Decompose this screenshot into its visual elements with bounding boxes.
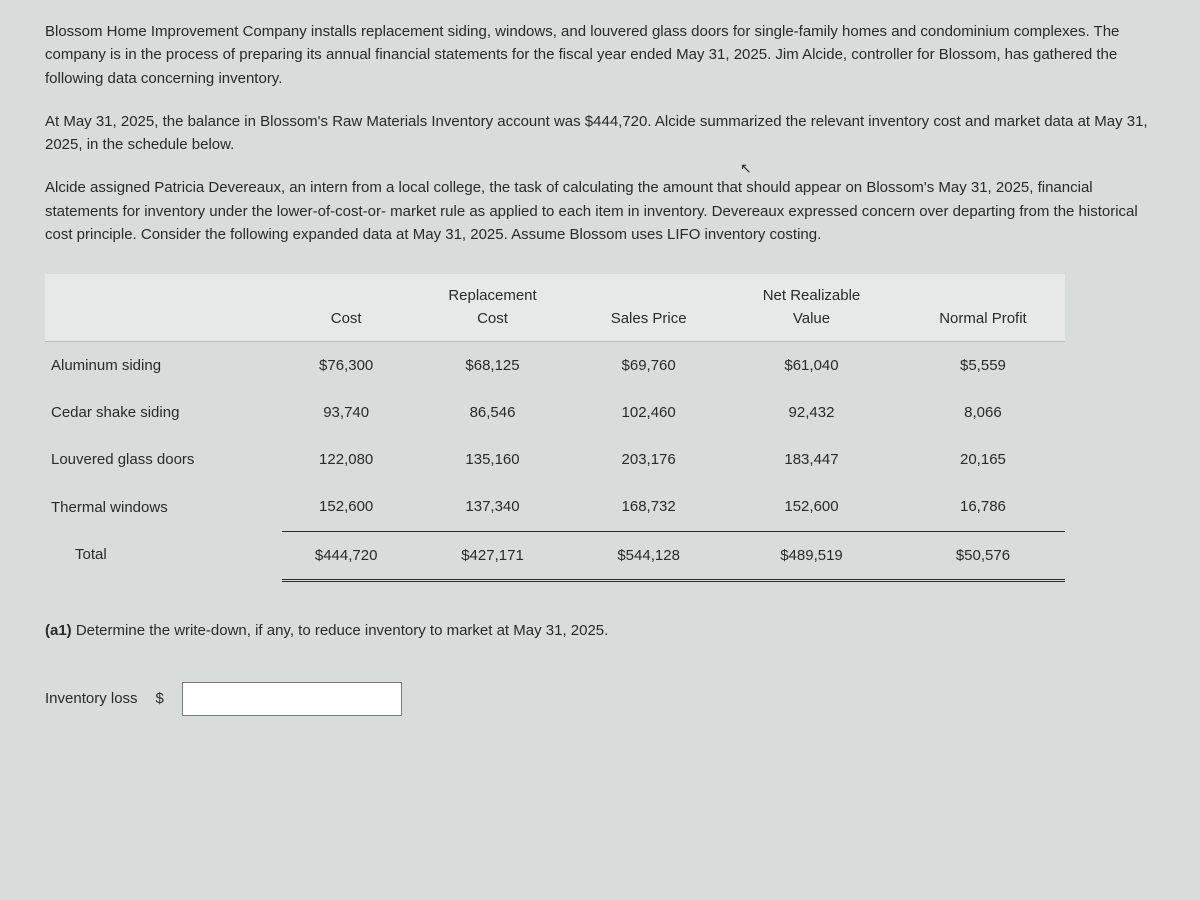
- total-cost: $444,720: [282, 531, 409, 579]
- total-nrv: $489,519: [722, 531, 901, 579]
- cell-replacement: 86,546: [410, 389, 575, 436]
- table-row: Louvered glass doors 122,080 135,160 203…: [45, 436, 1065, 483]
- cell-cost: $76,300: [282, 341, 409, 389]
- cell-profit: 20,165: [901, 436, 1065, 483]
- currency-symbol: $: [156, 687, 164, 710]
- question-prefix: (a1): [45, 622, 76, 639]
- inventory-table: Cost Replacement Cost Sales Price Net Re…: [45, 274, 1065, 579]
- row-label: Aluminum siding: [45, 341, 282, 389]
- cell-profit: 8,066: [901, 389, 1065, 436]
- answer-row: Inventory loss $: [45, 682, 1155, 716]
- cell-sales: $69,760: [575, 341, 722, 389]
- table-row: Thermal windows 152,600 137,340 168,732 …: [45, 483, 1065, 531]
- cell-nrv: $61,040: [722, 341, 901, 389]
- cell-nrv: 92,432: [722, 389, 901, 436]
- table-total-row: Total $444,720 $427,171 $544,128 $489,51…: [45, 531, 1065, 579]
- table-row: Cedar shake siding 93,740 86,546 102,460…: [45, 389, 1065, 436]
- table-row: Aluminum siding $76,300 $68,125 $69,760 …: [45, 341, 1065, 389]
- cell-sales: 102,460: [575, 389, 722, 436]
- cell-replacement: 135,160: [410, 436, 575, 483]
- cell-cost: 152,600: [282, 483, 409, 531]
- cell-sales: 168,732: [575, 483, 722, 531]
- cell-nrv: 183,447: [722, 436, 901, 483]
- row-label: Cedar shake siding: [45, 389, 282, 436]
- inventory-loss-input[interactable]: [182, 682, 402, 716]
- cell-profit: $5,559: [901, 341, 1065, 389]
- question-a1: (a1) Determine the write-down, if any, t…: [45, 619, 1155, 642]
- paragraph-intro: Blossom Home Improvement Company install…: [45, 20, 1155, 90]
- cell-nrv: 152,600: [722, 483, 901, 531]
- col-header-blank: [45, 274, 282, 341]
- col-header-nrv: Net Realizable Value: [722, 274, 901, 341]
- col-header-replacement: Replacement Cost: [410, 274, 575, 341]
- row-label: Louvered glass doors: [45, 436, 282, 483]
- mouse-cursor-icon: ↖: [740, 158, 752, 180]
- total-replacement: $427,171: [410, 531, 575, 579]
- paragraph-task: Alcide assigned Patricia Devereaux, an i…: [45, 176, 1155, 246]
- col-header-sales: Sales Price: [575, 274, 722, 341]
- inventory-table-container: Cost Replacement Cost Sales Price Net Re…: [45, 274, 1155, 579]
- paragraph-balance: At May 31, 2025, the balance in Blossom'…: [45, 110, 1155, 157]
- cell-sales: 203,176: [575, 436, 722, 483]
- row-label: Thermal windows: [45, 483, 282, 531]
- cell-cost: 122,080: [282, 436, 409, 483]
- total-sales: $544,128: [575, 531, 722, 579]
- cell-replacement: 137,340: [410, 483, 575, 531]
- col-header-cost: Cost: [282, 274, 409, 341]
- col-header-profit: Normal Profit: [901, 274, 1065, 341]
- cell-replacement: $68,125: [410, 341, 575, 389]
- total-profit: $50,576: [901, 531, 1065, 579]
- total-label: Total: [45, 531, 282, 579]
- question-text: Determine the write-down, if any, to red…: [76, 622, 608, 639]
- answer-label: Inventory loss: [45, 687, 138, 710]
- cell-profit: 16,786: [901, 483, 1065, 531]
- cell-cost: 93,740: [282, 389, 409, 436]
